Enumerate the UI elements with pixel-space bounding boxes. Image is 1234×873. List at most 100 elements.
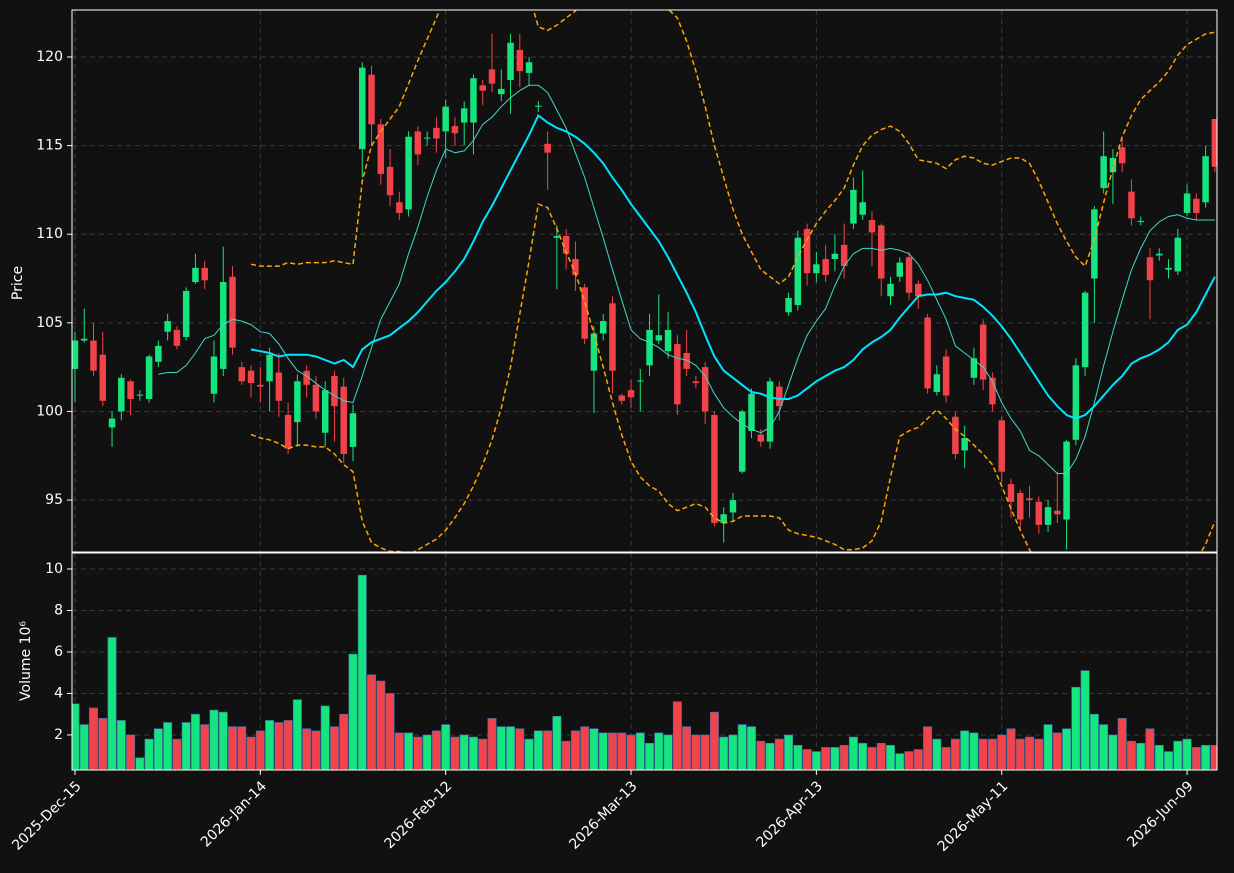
candle-body (414, 131, 422, 155)
volume-bar (1043, 724, 1053, 770)
candle-body (998, 420, 1005, 472)
volume-bar (478, 738, 488, 770)
candle-body (145, 356, 153, 400)
volume-bar (932, 738, 942, 770)
volume-bar (608, 732, 617, 770)
volume-bar (1201, 745, 1211, 770)
candle-body (766, 381, 774, 442)
overlay-line (158, 84, 1215, 474)
candle-body (127, 381, 134, 400)
y-tick-label: 105 (36, 315, 63, 331)
volume-bar (1071, 686, 1081, 770)
volume-bar (802, 749, 812, 770)
volume-bar (1006, 728, 1016, 770)
volume-bar (348, 653, 358, 770)
candle-body (961, 438, 968, 451)
volume-bar (811, 751, 821, 770)
volume-bar (228, 726, 237, 770)
volume-bar (172, 738, 182, 770)
volume-bar (923, 726, 933, 770)
volume-bar (969, 732, 979, 770)
candle-body (794, 237, 802, 306)
candle-body (321, 390, 329, 433)
price-frame (71, 9, 1218, 553)
candle-body (1183, 193, 1191, 213)
candle-body (340, 386, 347, 454)
candle-body (887, 283, 894, 297)
candle-body (970, 358, 978, 378)
y-tick-label: 115 (36, 138, 63, 154)
volume-bar (468, 736, 478, 770)
volume-bar (784, 734, 794, 770)
volume-bar (394, 732, 404, 770)
volume-bar (524, 738, 534, 770)
candle-body (701, 367, 709, 412)
volume-bar (126, 734, 136, 770)
volume-bar (635, 732, 645, 770)
candle-body (90, 340, 97, 371)
candle-body (331, 376, 338, 407)
volume-bar (960, 730, 970, 770)
volume-bar (941, 747, 951, 770)
volume-bar (978, 738, 988, 770)
volume-bar (663, 734, 673, 770)
candle-body (989, 377, 996, 405)
candle-body (507, 42, 514, 81)
volume-bar (496, 726, 506, 770)
volume-bar (543, 730, 553, 770)
volume-bar (1080, 670, 1090, 770)
volume-bar (950, 738, 960, 770)
volume-bar (404, 732, 414, 770)
y-axis-label: Price (10, 266, 26, 300)
volume-bar (385, 693, 395, 770)
candle-body (1100, 156, 1107, 189)
y-tick-label: 110 (36, 226, 63, 242)
candle-body (488, 69, 496, 84)
candle-body (386, 166, 394, 196)
candle-body (729, 500, 737, 513)
candle-body (803, 228, 811, 274)
candle-body (266, 354, 273, 382)
volume-bar (1108, 734, 1118, 770)
candle-body (637, 380, 644, 382)
candle-body (460, 108, 468, 123)
candle-body (692, 381, 700, 384)
candle-body (896, 262, 904, 277)
candle-body (1026, 498, 1033, 501)
volume-bar (821, 747, 831, 770)
candle-body (108, 418, 116, 428)
candle-body (572, 259, 579, 275)
candle-body (840, 244, 848, 267)
volume-bar (654, 732, 664, 770)
candle-body (1193, 198, 1200, 213)
candle-body (396, 202, 403, 213)
volume-bar (181, 722, 191, 770)
candle-body (1109, 157, 1117, 173)
volume-bar (431, 730, 441, 770)
volume-bar (1154, 745, 1164, 770)
volume-bar (876, 742, 886, 770)
candle-body (683, 352, 690, 369)
candle-body (720, 514, 727, 524)
volume-bar (274, 722, 284, 770)
candle-body (924, 317, 931, 389)
volume-bar (1099, 724, 1109, 770)
candle-body (192, 267, 199, 283)
candle-body (905, 257, 913, 293)
volume-bar (570, 730, 580, 770)
volume-bar (116, 720, 126, 770)
candle-body (609, 303, 616, 371)
y-tick-label: 120 (36, 49, 63, 65)
volume-bar (79, 724, 89, 770)
volume-bar (709, 711, 719, 770)
candle-body (516, 49, 524, 72)
volume-bar (329, 726, 339, 770)
candle-body (377, 124, 385, 174)
candle-body (247, 370, 255, 384)
candle-body (136, 394, 144, 396)
candle-body (1174, 237, 1182, 272)
volume-bar (737, 724, 747, 770)
volume-bar (255, 730, 265, 770)
volume-bar (357, 574, 367, 770)
candle-body (294, 381, 301, 423)
